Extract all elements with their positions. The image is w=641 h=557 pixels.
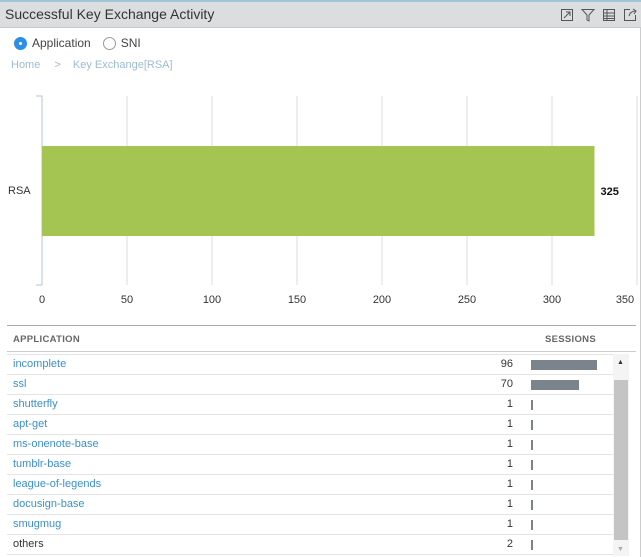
table-row: tumblr-base 1 bbox=[7, 455, 620, 475]
sessions-bar bbox=[531, 500, 533, 510]
scrollbar-thumb[interactable] bbox=[614, 380, 628, 540]
sessions-bar bbox=[531, 440, 533, 450]
breadcrumb: Home > Key Exchange[RSA] bbox=[11, 59, 173, 71]
x-tick-label: 150 bbox=[288, 294, 306, 306]
expand-icon[interactable] bbox=[560, 8, 574, 22]
application-link[interactable]: tumblr-base bbox=[13, 458, 72, 470]
x-tick-label: 250 bbox=[458, 294, 476, 306]
application-link[interactable]: ms-onenote-base bbox=[13, 438, 99, 450]
sessions-value: 1 bbox=[506, 518, 513, 530]
sessions-bar bbox=[531, 380, 580, 390]
x-tick-label: 300 bbox=[543, 294, 561, 306]
table-row: incomplete 96 bbox=[7, 355, 620, 375]
sessions-value: 1 bbox=[506, 398, 513, 410]
y-category-label: RSA bbox=[8, 185, 31, 197]
sessions-value: 1 bbox=[506, 418, 513, 430]
sessions-value: 2 bbox=[506, 538, 513, 550]
x-tick-label: 100 bbox=[203, 294, 221, 306]
radio-sni[interactable]: SNI bbox=[102, 36, 141, 50]
sessions-value: 1 bbox=[506, 498, 513, 510]
sessions-bar bbox=[531, 460, 533, 470]
sessions-value: 1 bbox=[506, 458, 513, 470]
sessions-bar bbox=[531, 400, 533, 410]
table-row: docusign-base 1 bbox=[7, 495, 620, 515]
bar-data-label: 325 bbox=[601, 186, 619, 198]
application-link[interactable]: league-of-legends bbox=[13, 478, 102, 490]
sessions-bar bbox=[531, 360, 598, 370]
breadcrumb-current[interactable]: Key Exchange[RSA] bbox=[72, 59, 173, 71]
widget-header: Successful Key Exchange Activity bbox=[0, 0, 641, 28]
table-row: ssl 70 bbox=[7, 375, 620, 395]
x-tick-label: 200 bbox=[373, 294, 391, 306]
sessions-bar bbox=[531, 540, 533, 550]
application-link: others bbox=[13, 538, 44, 550]
table-row: smugmug 1 bbox=[7, 515, 620, 535]
radio-label: SNI bbox=[120, 36, 141, 50]
scroll-down-icon[interactable]: ▼ bbox=[617, 546, 624, 553]
filter-icon[interactable] bbox=[580, 8, 596, 22]
widget-title: Successful Key Exchange Activity bbox=[5, 6, 215, 22]
sessions-value: 96 bbox=[500, 358, 513, 370]
table-icon[interactable] bbox=[602, 8, 616, 22]
x-tick-label: 0 bbox=[39, 294, 45, 306]
application-table: APPLICATION SESSIONS incomplete 96 ssl 70 sh… bbox=[7, 325, 636, 555]
table-row: ms-onenote-base 1 bbox=[7, 435, 620, 455]
sessions-bar bbox=[531, 420, 533, 430]
radio-dot-icon bbox=[14, 36, 27, 50]
sessions-value: 70 bbox=[500, 378, 513, 390]
table-row: league-of-legends 1 bbox=[7, 475, 620, 495]
key-exchange-bar-chart: 0 50 100 150 200 250 300 350 RSA 325 bbox=[8, 95, 638, 306]
application-link[interactable]: shutterfly bbox=[13, 398, 58, 410]
sessions-value: 1 bbox=[506, 438, 513, 450]
table-row: others 2 bbox=[7, 535, 620, 555]
application-link[interactable]: apt-get bbox=[13, 418, 48, 430]
export-icon[interactable] bbox=[623, 8, 637, 22]
breadcrumb-separator: > bbox=[54, 59, 61, 71]
application-link[interactable]: docusign-base bbox=[13, 498, 85, 510]
x-tick-label: 50 bbox=[121, 294, 133, 306]
sessions-bar bbox=[531, 480, 533, 490]
y-axis-line bbox=[36, 95, 43, 286]
application-link[interactable]: ssl bbox=[13, 378, 27, 390]
column-application[interactable]: APPLICATION bbox=[13, 334, 80, 345]
table-header: APPLICATION SESSIONS bbox=[7, 326, 636, 352]
table-scrollbar[interactable]: ▲ ▼ bbox=[613, 354, 629, 556]
sessions-value: 1 bbox=[506, 478, 513, 490]
bar-rsa bbox=[42, 146, 595, 236]
column-sessions[interactable]: SESSIONS bbox=[545, 334, 596, 345]
application-link[interactable]: incomplete bbox=[13, 358, 67, 370]
table-row: shutterfly 1 bbox=[7, 395, 620, 415]
radio-label: Application bbox=[32, 36, 91, 50]
table-row: apt-get 1 bbox=[7, 415, 620, 435]
application-link[interactable]: smugmug bbox=[13, 518, 62, 530]
breadcrumb-home[interactable]: Home bbox=[11, 59, 41, 71]
radio-application[interactable]: Application bbox=[14, 36, 91, 50]
radio-dot-icon bbox=[102, 36, 116, 50]
x-tick-label: 350 bbox=[616, 294, 634, 306]
scroll-up-icon[interactable]: ▲ bbox=[617, 359, 624, 366]
sessions-bar bbox=[531, 520, 533, 530]
